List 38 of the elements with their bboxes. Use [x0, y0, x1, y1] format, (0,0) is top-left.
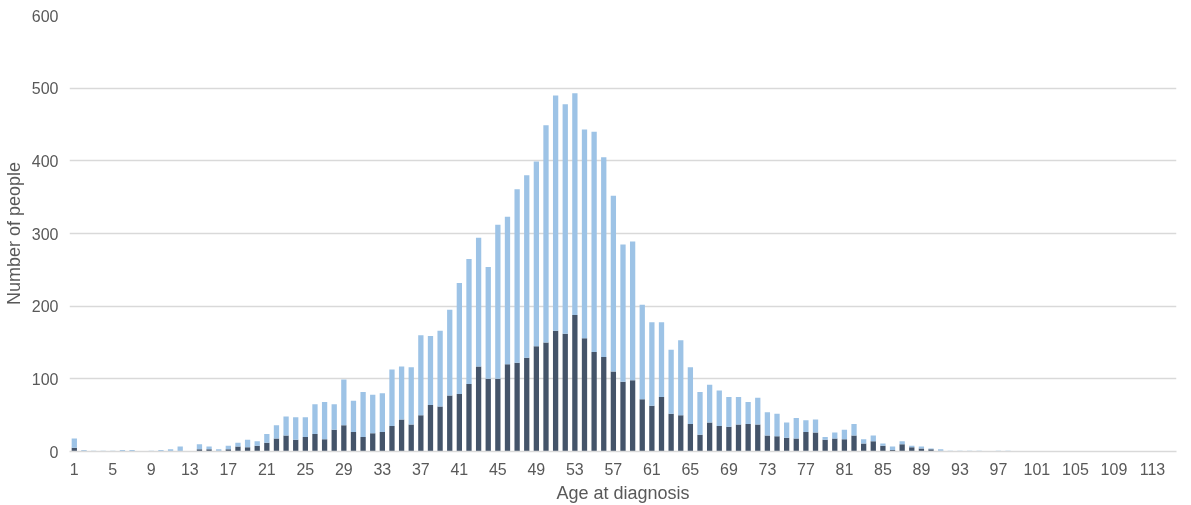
x-tick-label: 49 — [527, 460, 546, 478]
x-tick-label: 41 — [450, 460, 469, 478]
x-tick-label: 17 — [219, 460, 238, 478]
y-tick-label: 200 — [31, 298, 59, 316]
y-tick-label: 600 — [31, 7, 59, 25]
x-tick-label: 1 — [69, 460, 79, 478]
y-tick-label: 500 — [31, 80, 59, 98]
x-tick-label: 69 — [719, 460, 738, 478]
x-tick-label: 109 — [1100, 460, 1128, 478]
x-tick-label: 89 — [912, 460, 931, 478]
x-tick-label: 29 — [334, 460, 353, 478]
x-axis-title: Age at diagnosis — [556, 482, 690, 503]
x-tick-label: 97 — [989, 460, 1008, 478]
x-tick-label: 77 — [797, 460, 815, 478]
y-tick-label: 0 — [49, 443, 59, 461]
x-tick-label: 33 — [373, 460, 392, 478]
y-tick-label: 300 — [31, 225, 59, 243]
x-tick-label: 93 — [951, 460, 969, 478]
x-tick-label: 25 — [296, 460, 315, 478]
x-tick-label: 85 — [874, 460, 892, 478]
x-tick-label: 81 — [835, 460, 854, 478]
x-tick-label: 105 — [1062, 460, 1089, 478]
y-tick-label: 100 — [31, 370, 59, 388]
x-tick-label: 61 — [642, 460, 661, 478]
x-tick-label: 37 — [411, 460, 430, 478]
x-tick-label: 53 — [565, 460, 584, 478]
x-tick-label: 45 — [488, 460, 507, 478]
x-tick-label: 113 — [1139, 460, 1166, 478]
x-tick-label: 73 — [758, 460, 777, 478]
x-tick-label: 57 — [604, 460, 623, 478]
x-tick-label: 101 — [1023, 460, 1051, 478]
x-tick-label: 65 — [681, 460, 700, 478]
y-axis-title: Number of people — [3, 161, 24, 306]
x-tick-label: 13 — [180, 460, 199, 478]
y-tick-label: 400 — [31, 152, 59, 170]
x-tick-label: 21 — [257, 460, 276, 478]
x-tick-label: 5 — [108, 460, 118, 478]
x-tick-label: 9 — [146, 460, 156, 478]
